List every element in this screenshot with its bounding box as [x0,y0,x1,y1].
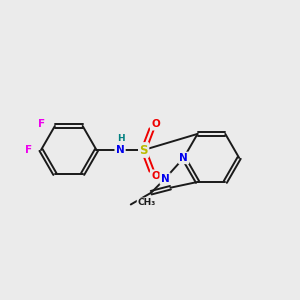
Text: N: N [116,145,124,155]
Text: O: O [151,171,160,181]
Text: N: N [161,173,170,184]
Text: F: F [25,145,32,155]
Text: CH₃: CH₃ [137,198,155,207]
Text: S: S [140,143,148,157]
Text: F: F [38,119,46,129]
Text: N: N [179,153,188,163]
Text: O: O [151,119,160,129]
Text: H: H [117,134,125,143]
